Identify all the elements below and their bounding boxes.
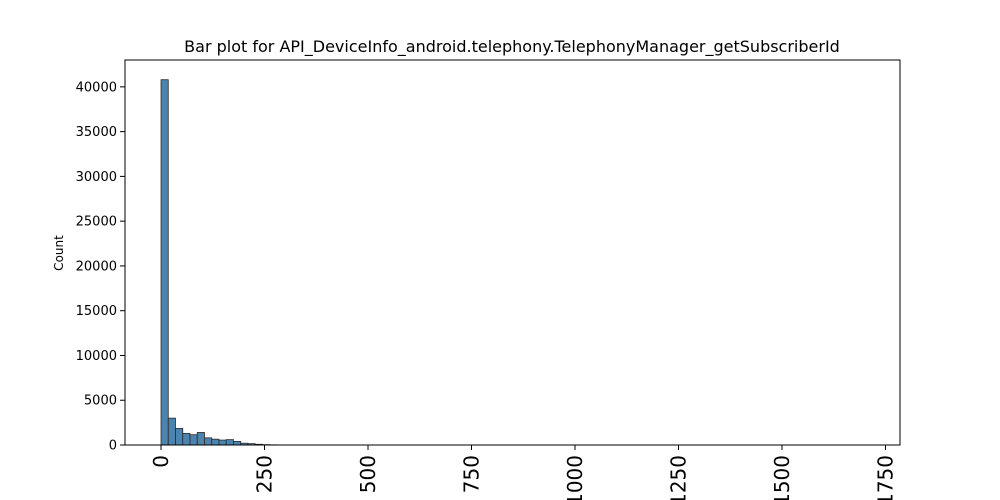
y-tick-label: 40000 (76, 80, 117, 95)
histogram-bar (204, 437, 213, 446)
histogram-bar (189, 434, 198, 446)
x-tick-label: 1750 (874, 455, 898, 500)
x-axis-ticks: 0 250 500 750 1000 1250 1500 1750 (149, 445, 898, 500)
y-tick-label: 30000 (76, 170, 117, 185)
y-tick-label: 15000 (76, 304, 117, 319)
x-tick-label: 0 (149, 455, 173, 468)
histogram-bar (175, 428, 184, 446)
bars-group (160, 79, 292, 446)
y-tick-label: 35000 (76, 125, 117, 140)
chart-title: Bar plot for API_DeviceInfo_android.tele… (184, 37, 840, 57)
x-tick-label: 500 (356, 455, 380, 493)
x-tick-label: 250 (253, 455, 277, 493)
histogram-bar (233, 441, 242, 446)
x-tick-label: 1000 (563, 455, 587, 500)
y-tick-label: 0 (109, 439, 117, 454)
x-tick-label: 1500 (770, 455, 794, 500)
y-tick-label: 10000 (76, 349, 117, 364)
histogram-bar (196, 432, 205, 446)
histogram-bar (182, 432, 191, 446)
histogram-bar (218, 439, 227, 446)
histogram-bar (211, 438, 220, 446)
y-tick-label: 20000 (76, 259, 117, 274)
x-tick-label: 1250 (667, 455, 691, 500)
y-tick-label: 25000 (76, 215, 117, 230)
histogram-bar (225, 439, 234, 446)
x-tick-label: 750 (460, 455, 484, 493)
y-tick-label: 5000 (84, 394, 117, 409)
histogram-bar (167, 417, 176, 446)
histogram-bar (160, 79, 169, 446)
plot-area-frame (124, 59, 901, 446)
y-axis-ticks: 0 5000 10000 15000 20000 25000 30000 35000 40000 (76, 80, 125, 454)
y-axis-label: Count (52, 235, 66, 271)
